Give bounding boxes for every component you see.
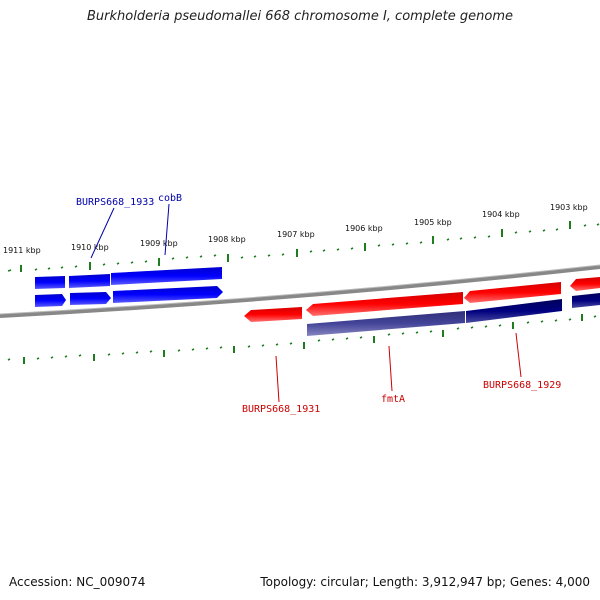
genome-summary-text: Topology: circular; Length: 3,912,947 bp… — [260, 575, 590, 589]
gene-feature[interactable] — [306, 292, 463, 316]
gene-label[interactable]: BURPS668_1933 — [76, 197, 154, 208]
gene-feature[interactable] — [244, 307, 302, 322]
tick-label: 1906 kbp — [345, 224, 383, 233]
gene-label[interactable]: cobB — [158, 193, 182, 204]
gene-label[interactable]: BURPS668_1931 — [242, 404, 320, 415]
tick-label: 1909 kbp — [140, 239, 178, 248]
backbone-highlight — [0, 264, 600, 315]
chromosome-backbone — [0, 265, 600, 318]
gene-label[interactable]: BURPS668_1929 — [483, 380, 561, 391]
gene-feature[interactable] — [464, 282, 561, 303]
gene-label-burps668-1931[interactable]: BURPS668_1931 — [242, 355, 320, 415]
gene-label-burps668-1929[interactable]: BURPS668_1929 — [483, 332, 561, 391]
tick-label: 1905 kbp — [414, 218, 452, 227]
accession-text: Accession: NC_009074 — [9, 575, 146, 589]
upper-major-ticks — [20, 221, 571, 272]
gene-feature[interactable] — [570, 277, 600, 291]
gene-label-cobb[interactable]: cobB — [158, 193, 182, 256]
gene-feature[interactable] — [35, 276, 65, 289]
gene-label[interactable]: fmtA — [381, 394, 405, 405]
gene-label-burps668-1933[interactable]: BURPS668_1933 — [76, 197, 154, 259]
gene-feature[interactable] — [70, 292, 111, 305]
cds-feature[interactable] — [572, 293, 600, 308]
lower-major-ticks — [23, 314, 583, 364]
reverse-strand-track — [244, 277, 600, 336]
tick-label: 1904 kbp — [482, 210, 520, 219]
tick-label: 1908 kbp — [208, 235, 246, 244]
cds-feature[interactable] — [307, 311, 465, 336]
cds-feature[interactable] — [466, 299, 562, 323]
upper-tick-labels: 1911 kbp 1910 kbp 1909 kbp 1908 kbp 1907… — [3, 203, 588, 255]
forward-strand-track — [35, 267, 223, 307]
gene-feature[interactable] — [69, 274, 110, 288]
tick-label: 1911 kbp — [3, 246, 41, 255]
gene-feature[interactable] — [113, 286, 223, 303]
lower-tick-track — [7, 315, 597, 361]
gene-label-fmta[interactable]: fmtA — [381, 345, 405, 405]
gene-feature[interactable] — [35, 294, 66, 307]
tick-label: 1907 kbp — [277, 230, 315, 239]
map-title: Burkholderia pseudomallei 668 chromosome… — [86, 9, 514, 24]
tick-label: 1903 kbp — [550, 203, 588, 212]
tick-label: 1910 kbp — [71, 243, 109, 252]
upper-tick-track — [7, 223, 600, 272]
gene-feature[interactable] — [111, 267, 222, 285]
